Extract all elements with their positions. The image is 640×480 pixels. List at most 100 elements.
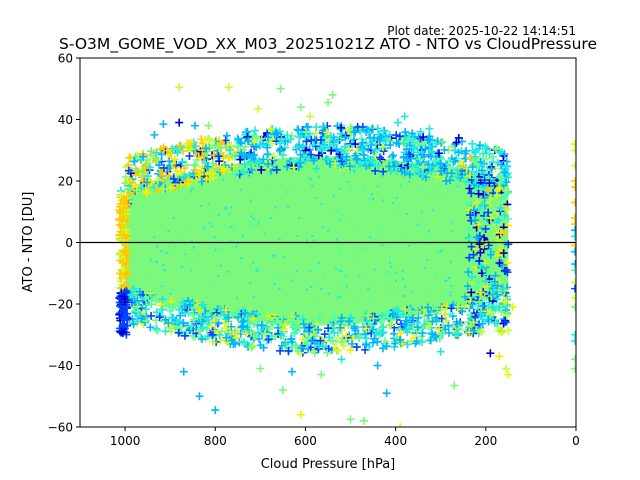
cloud-point [367,141,376,150]
cloud-point [476,248,485,257]
cloud-speckle [336,296,339,299]
cloud-point [380,337,389,346]
cloud-speckle [338,247,341,250]
cloud-speckle [167,245,170,248]
cloud-speckle [438,204,441,207]
cloud-point [275,146,284,155]
cloud-speckle [402,278,405,281]
cloud-point [324,344,333,353]
cloud-speckle [269,186,272,189]
cloud-point [237,323,246,332]
cloud-speckle [399,184,402,187]
cloud-speckle [356,259,359,262]
outlier-point [502,364,511,373]
outlier-point [175,118,184,127]
cloud-point [499,284,508,293]
cloud-point [168,144,177,153]
cloud-speckle [374,237,377,240]
cloud-speckle [388,256,391,259]
cloud-point [341,133,350,142]
cloud-point [466,211,475,220]
cloud-speckle [228,213,231,216]
cloud-point [353,147,362,156]
cloud-speckle [394,279,397,282]
cloud-point [122,330,131,339]
cloud-point [418,163,427,172]
cloud-speckle [380,227,383,230]
cloud-point [493,281,502,290]
cloud-point [254,309,263,318]
outlier-point [190,121,199,130]
cloud-speckle [395,197,398,200]
cloud-speckle [338,187,341,190]
cloud-point [320,143,329,152]
cloud-point [503,258,512,267]
cloud-point [474,278,483,287]
cloud-point [338,157,347,166]
cloud-point [405,150,414,159]
cloud-speckle [283,255,286,258]
cloud-point [124,166,133,175]
edge-point [571,303,576,312]
cloud-speckle [408,180,411,183]
cloud-speckle [445,293,448,296]
cloud-speckle [449,260,452,263]
cloud-speckle [216,264,219,267]
cloud-speckle [369,196,372,199]
y-axis-label: ATO - NTO [DU] [21,192,36,293]
cloud-point [369,124,378,133]
cloud-point [283,162,292,171]
cloud-speckle [451,229,454,232]
outlier-point [396,423,405,427]
cloud-point [481,224,490,233]
cloud-point [497,260,506,269]
cloud-point [331,159,340,168]
cloud-point [375,136,384,145]
cloud-speckle [171,288,174,291]
cloud-point [453,320,462,329]
edge-point [571,247,576,256]
cloud-point [323,155,332,164]
cloud-point [203,150,212,159]
outlier-point [508,303,517,312]
cloud-point [428,147,437,156]
cloud-speckle [188,262,191,265]
cloud-point [447,169,456,178]
cloud-point [250,150,259,159]
cloud-speckle [257,268,260,271]
cloud-point [145,163,154,172]
cloud-speckle [147,278,150,281]
cloud-point [377,317,386,326]
cloud-speckle [333,213,336,216]
cloud-speckle [293,275,296,278]
plot-date-subtitle: Plot date: 2025-10-22 14:14:51 [387,24,576,38]
cloud-speckle [449,294,452,297]
cloud-speckle [160,285,163,288]
outlier-point [317,370,326,379]
cloud-point [504,214,513,223]
cloud-point [190,161,199,170]
cloud-speckle [313,240,316,243]
cloud-speckle [280,274,283,277]
cloud-point [137,183,146,192]
cloud-point [427,152,436,161]
cloud-speckle [345,290,348,293]
cloud-point [442,176,451,185]
outlier-point [328,90,337,99]
y-tick-label: 60 [58,52,73,66]
cloud-point [222,324,231,333]
cloud-speckle [298,217,301,220]
cloud-point [388,310,397,319]
outlier-point [450,381,459,390]
cloud-point [491,271,500,280]
cloud-point [405,170,414,179]
cloud-speckle [249,199,252,202]
cloud-point [345,162,354,171]
cloud-point [227,336,236,345]
cloud-point [362,324,371,333]
cloud-point [468,273,477,282]
cloud-speckle [327,292,330,295]
cloud-speckle [241,234,244,237]
cloud-point [201,158,210,167]
